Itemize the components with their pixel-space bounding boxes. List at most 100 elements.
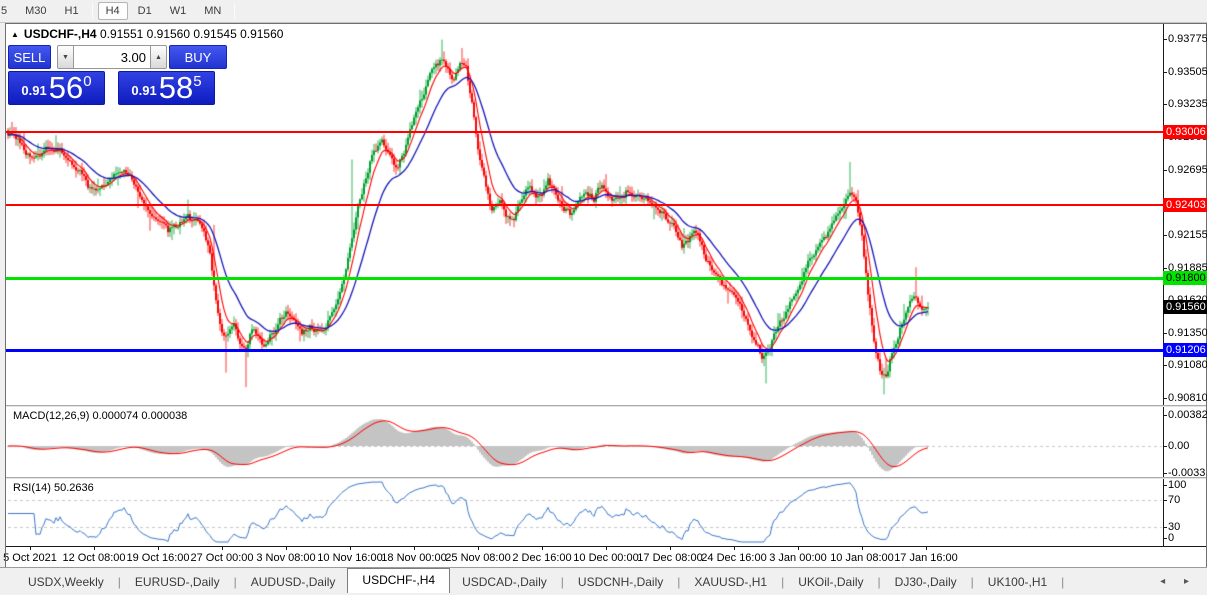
tab-xauusd-h1[interactable]: XAUUSD-,H1 — [694, 574, 768, 589]
rsi-tick-label: 30 — [1168, 521, 1181, 533]
price-tick-mark — [1163, 169, 1167, 171]
price-badge-0.93006: 0.93006 — [1163, 125, 1207, 139]
rsi-panel-separator[interactable] — [6, 477, 1206, 479]
rsi-tick-mark — [1163, 500, 1167, 501]
chart-window-border-top — [5, 23, 1207, 24]
timeframe-button-5[interactable]: 5 — [1, 5, 8, 17]
time-tick-label: 10 Dec 00:00 — [573, 552, 639, 564]
buy-price-pip: 5 — [193, 73, 202, 90]
buy-price-display[interactable]: 0.91 58 5 — [118, 71, 215, 105]
time-tick-label: 19 Oct 16:00 — [126, 552, 190, 564]
price-badge-0.92403: 0.92403 — [1163, 198, 1207, 212]
volume-decrease-button[interactable]: ▼ — [57, 45, 74, 69]
tab-separator: | — [781, 574, 785, 589]
time-tick-label: 27 Oct 00:00 — [190, 552, 254, 564]
time-tick-mark — [478, 547, 479, 550]
sell-price-prefix: 0.91 — [21, 83, 47, 98]
timeframe-button-h1[interactable]: H1 — [64, 5, 79, 17]
tab-uk100-h1[interactable]: UK100-,H1 — [987, 574, 1048, 589]
buy-button[interactable]: BUY — [169, 45, 227, 69]
buy-price-digits: 58 — [158, 70, 194, 105]
sell-price-display[interactable]: 0.91 56 0 — [8, 71, 105, 105]
sell-price-pip: 0 — [83, 73, 92, 90]
tab-ukoil-daily[interactable]: UKOil-,Daily — [798, 574, 864, 589]
price-tick-label: 0.93235 — [1168, 98, 1207, 111]
price-tick-label: 0.90810 — [1168, 391, 1207, 404]
price-chart-canvas[interactable] — [6, 24, 1163, 546]
price-tick-label: 0.91350 — [1168, 326, 1207, 339]
tab-separator: | — [117, 574, 121, 589]
tab-separator: | — [677, 574, 681, 589]
rsi-tick-mark — [1163, 485, 1167, 486]
tab-eurusd-daily[interactable]: EURUSD-,Daily — [134, 574, 220, 589]
time-tick-label: 17 Jan 16:00 — [894, 552, 958, 564]
macd-tick-mark — [1163, 446, 1167, 447]
tab-usdx-weekly[interactable]: USDX,Weekly — [28, 574, 104, 589]
time-tick-mark — [798, 547, 799, 550]
timeframe-toolbar: 5 M30 H1 H4 D1 W1 MN — [0, 0, 1207, 23]
tab-usdcnh-daily[interactable]: USDCNH-,Daily — [577, 574, 664, 589]
sell-button[interactable]: SELL — [8, 45, 51, 69]
timeframe-button-h4[interactable]: H4 — [97, 2, 128, 20]
time-tick-mark — [414, 547, 415, 550]
one-click-panel-toggle-icon[interactable]: ▲ — [11, 30, 19, 39]
time-tick-mark — [542, 547, 543, 550]
time-tick-label: 10 Jan 08:00 — [830, 552, 894, 564]
arrow-down-icon: ▼ — [62, 53, 69, 61]
time-tick-label: 5 Oct 2021 — [3, 552, 57, 564]
price-tick-mark — [1163, 332, 1167, 334]
rsi-tick-mark — [1163, 538, 1167, 539]
hline-resistance-0.93006[interactable] — [6, 131, 1163, 133]
price-badge-0.91206: 0.91206 — [1163, 343, 1207, 357]
volume-increase-button[interactable]: ▲ — [150, 45, 167, 69]
chart-symbol-period: USDCHF-,H4 — [23, 27, 97, 41]
tab-usdchf-h4[interactable]: USDCHF-,H4 — [347, 568, 451, 593]
timeframe-button-mn[interactable]: MN — [204, 5, 222, 17]
chart-title: ▲ USDCHF-,H4 0.91551 0.91560 0.91545 0.91… — [11, 27, 283, 41]
one-click-trading-panel: SELL ▼ 3.00 ▲ BUY 0.91 56 0 0.91 58 5 — [8, 45, 227, 105]
timeframe-button-w1[interactable]: W1 — [169, 5, 187, 17]
price-tick-mark — [1163, 39, 1167, 40]
price-tick-mark — [1163, 71, 1167, 73]
volume-input[interactable]: 3.00 — [74, 45, 150, 69]
time-tick-mark — [606, 547, 607, 550]
price-tick-mark — [1163, 397, 1167, 399]
time-tick-mark — [350, 547, 351, 550]
macd-panel-separator[interactable] — [6, 405, 1206, 407]
tab-usdcad-daily[interactable]: USDCAD-,Daily — [462, 574, 547, 589]
tab-audusd-daily[interactable]: AUDUSD-,Daily — [250, 574, 336, 589]
timeframe-button-d1[interactable]: D1 — [137, 5, 152, 17]
tab-separator: | — [1061, 574, 1065, 589]
time-tick-label: 24 Dec 16:00 — [701, 552, 767, 564]
macd-tick-label: 0.00 — [1168, 440, 1190, 452]
time-tick-mark — [94, 547, 95, 550]
tab-dj30-daily[interactable]: DJ30-,Daily — [894, 574, 957, 589]
time-tick-label: 2 Dec 16:00 — [512, 552, 572, 564]
price-axis-column — [1164, 24, 1206, 546]
macd-tick-mark — [1163, 473, 1167, 474]
tab-separator: | — [877, 574, 881, 589]
price-badge-0.91800: 0.91800 — [1163, 271, 1207, 285]
price-tick-mark — [1163, 365, 1167, 367]
timeframe-button-m30[interactable]: M30 — [25, 5, 47, 17]
rsi-indicator-label: RSI(14) 50.2636 — [13, 482, 94, 494]
rsi-tick-label: 0 — [1168, 532, 1175, 544]
hline-support-0.91206[interactable] — [6, 349, 1163, 352]
macd-tick-label: -0.0033 — [1168, 467, 1206, 479]
chart-tab-bar: USDX,Weekly | EURUSD-,Daily | AUDUSD-,Daily U… — [0, 567, 1207, 595]
hline-resistance-0.92403[interactable] — [6, 204, 1163, 206]
price-tick-label: 0.91885 — [1168, 261, 1207, 274]
time-axis: 5 Oct 2021 12 Oct 08:00 19 Oct 16:00 27 Oct… — [3, 546, 1206, 567]
buy-price-prefix: 0.91 — [131, 83, 157, 98]
time-tick-label: 3 Nov 08:00 — [256, 552, 316, 564]
chart-ohlc-values: 0.91551 0.91560 0.91545 0.91560 — [99, 27, 284, 41]
time-tick-label: 25 Nov 08:00 — [445, 552, 511, 564]
arrow-up-icon: ▲ — [155, 53, 162, 61]
time-tick-mark — [286, 547, 287, 550]
tab-scroll-arrows-icon[interactable]: ◂ ▸ — [1160, 576, 1197, 587]
hline-level-0.91800[interactable] — [6, 277, 1163, 280]
rsi-tick-label: 100 — [1168, 479, 1187, 491]
price-badge-0.91560: 0.91560 — [1163, 300, 1207, 314]
time-tick-mark — [926, 547, 927, 550]
macd-indicator-label: MACD(12,26,9) 0.000074 0.000038 — [13, 410, 188, 422]
